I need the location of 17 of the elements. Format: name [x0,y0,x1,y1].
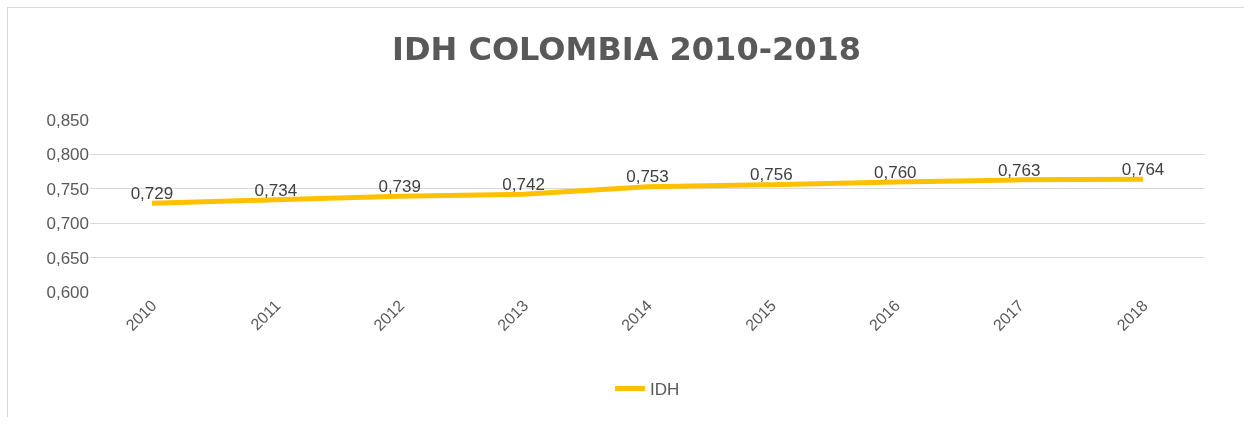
y-tick-label: 0,850 [46,110,89,130]
data-label: 0,763 [997,160,1041,180]
y-tick-label: 0,800 [46,145,89,165]
y-tick-label: 0,750 [46,179,89,199]
data-label: 0,753 [626,167,669,187]
y-tick-label: 0,650 [46,248,89,268]
data-label: 0,734 [254,180,298,200]
y-tick-label: 0,700 [46,214,89,234]
data-label: 0,764 [1121,159,1165,179]
data-label: 0,729 [130,184,174,203]
data-label: 0,760 [874,162,917,182]
y-tick-label: 0,600 [46,282,89,302]
legend-label: IDH [650,380,680,400]
data-label: 0,756 [750,165,793,185]
data-label: 0,739 [378,177,421,197]
data-label: 0,742 [502,175,545,195]
chart-title: IDH COLOMBIA 2010-2018 [392,30,861,69]
